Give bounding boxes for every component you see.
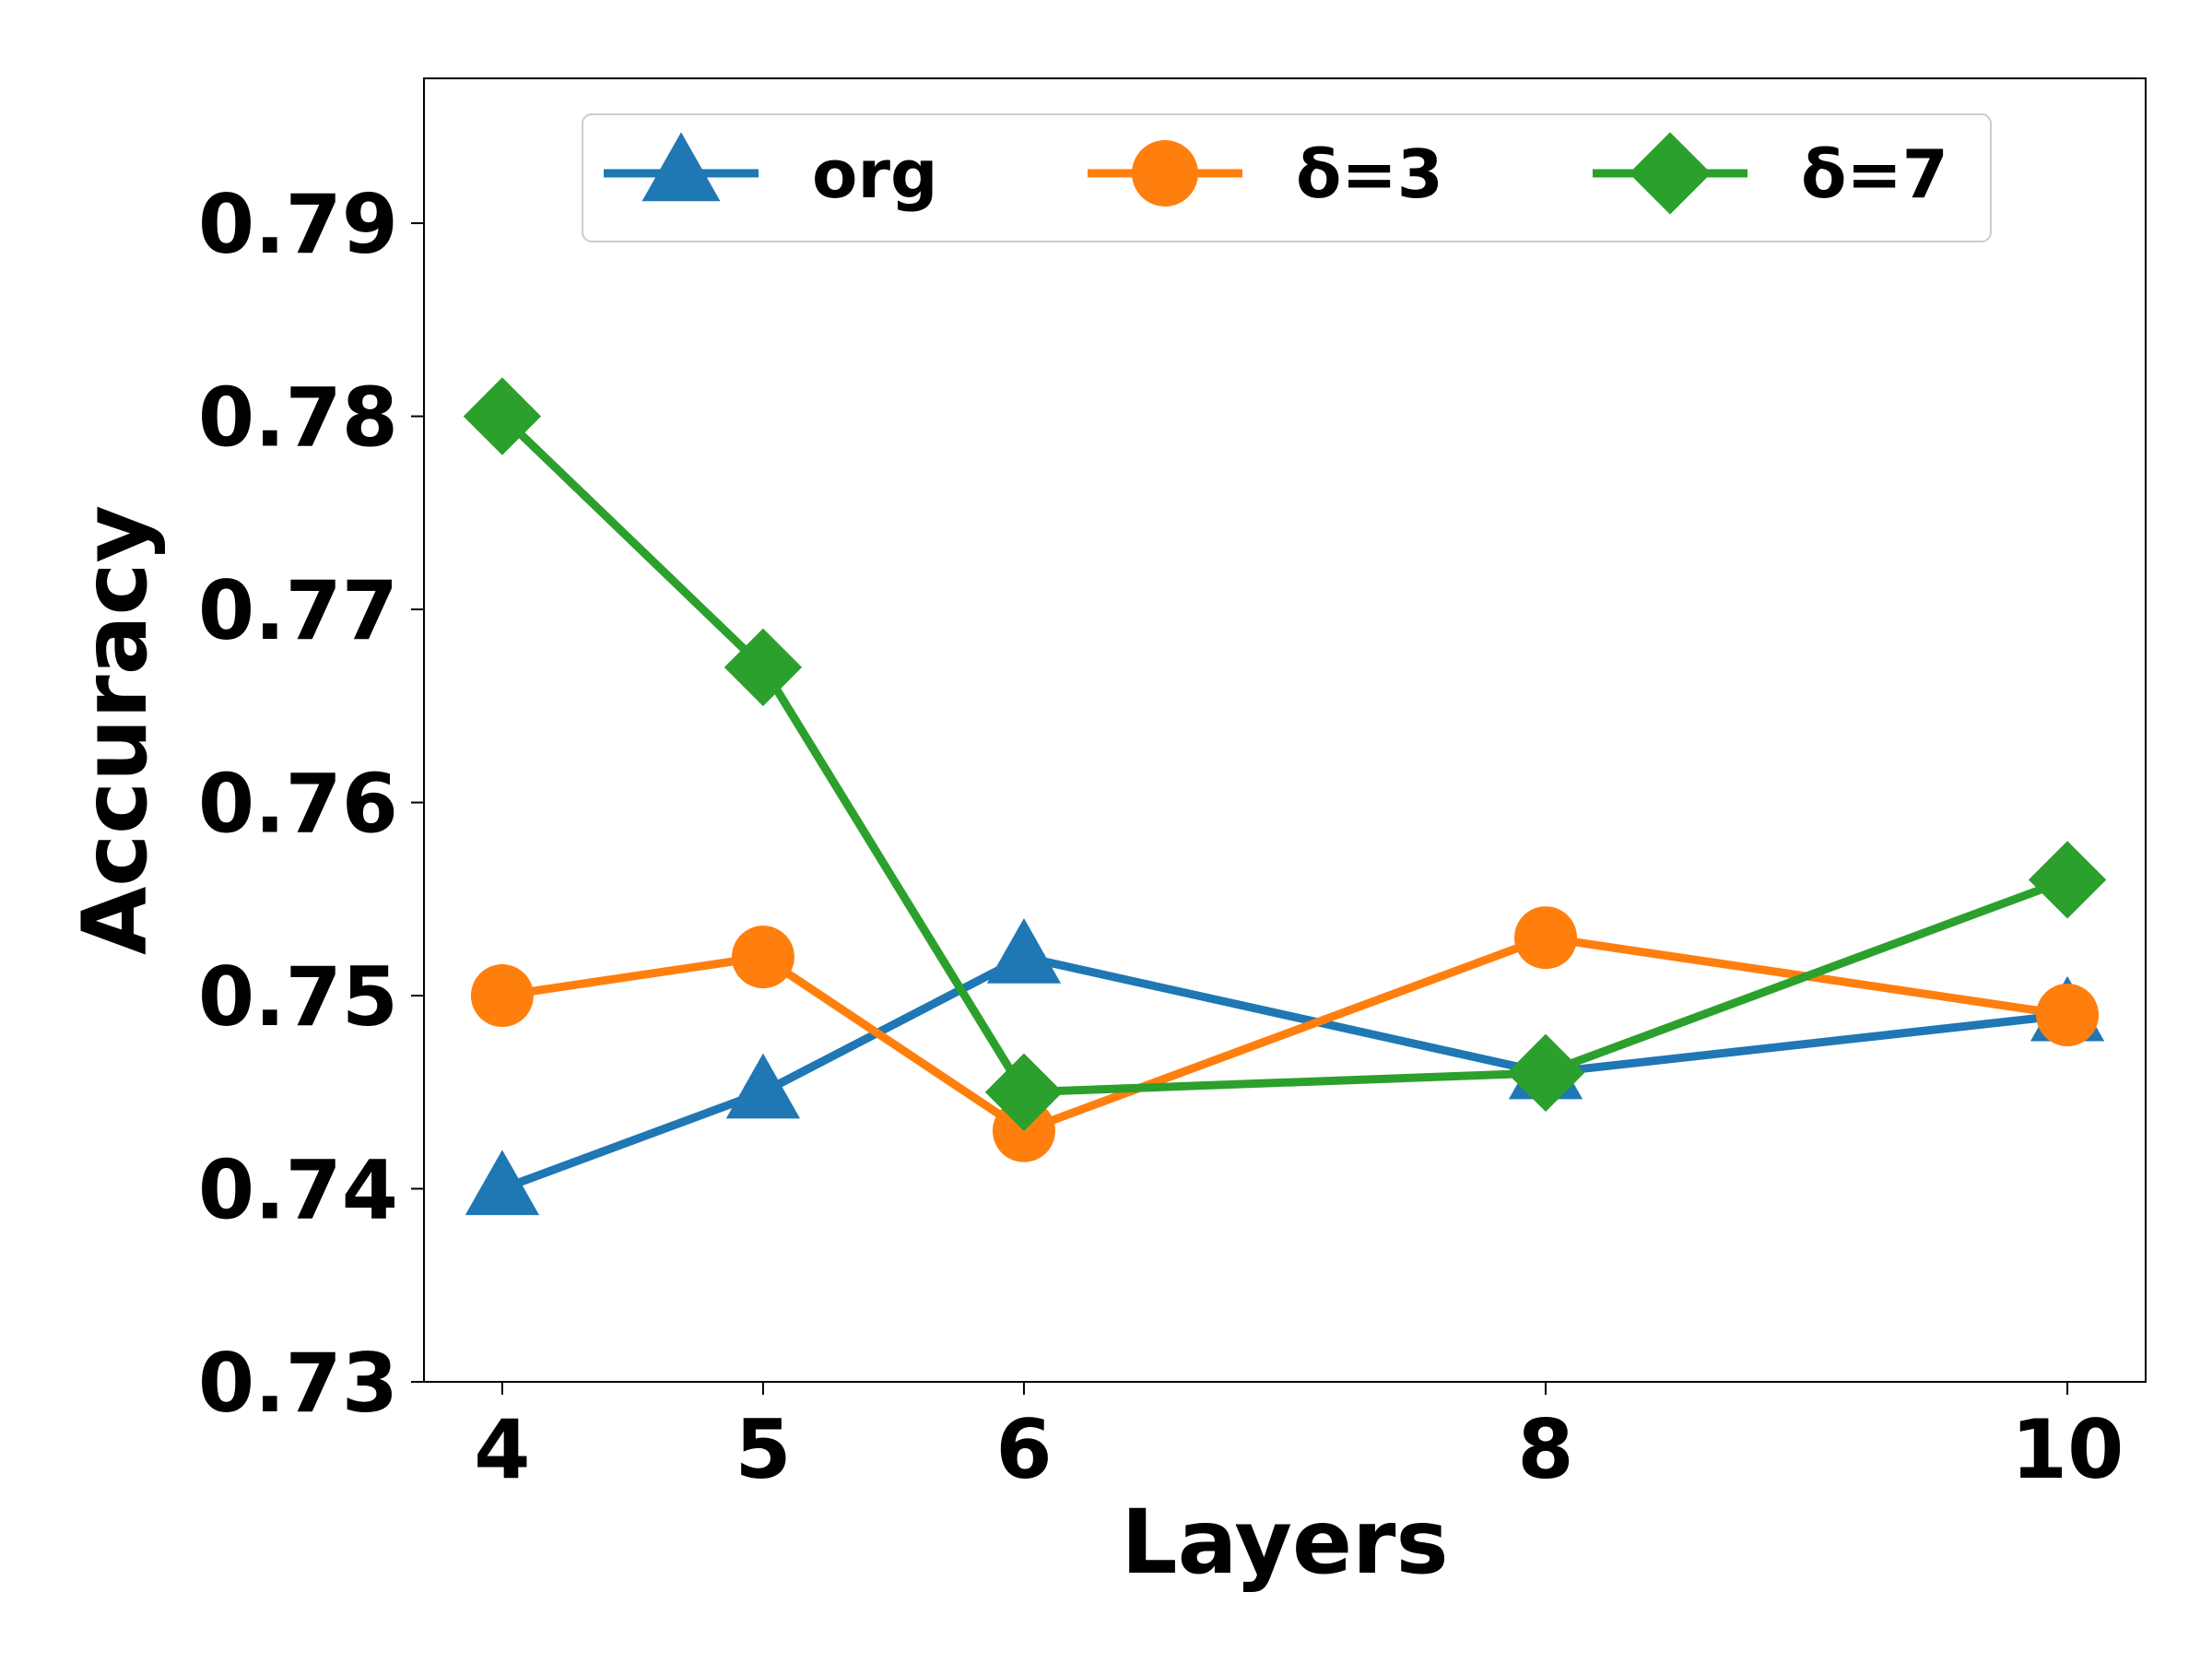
data-point [986, 917, 1062, 984]
data-point [731, 926, 794, 989]
data-point [463, 377, 542, 455]
legend-marker [641, 132, 721, 202]
y-tick-label: 0.79 [198, 177, 398, 272]
y-tick-label: 0.74 [198, 1143, 398, 1238]
legend-entry: δ=3 [1088, 136, 1443, 213]
x-tick-label: 8 [1517, 1402, 1573, 1497]
legend: org δ=3 δ=7 [582, 113, 1992, 242]
y-tick-label: 0.78 [198, 371, 398, 466]
legend-entry: org [604, 132, 938, 213]
y-tick-label: 0.75 [198, 949, 398, 1044]
y-tick-label: 0.77 [198, 563, 398, 658]
legend-marker [1629, 132, 1712, 215]
data-point [2036, 983, 2100, 1046]
data-point [1506, 1033, 1585, 1112]
x-axis-label: Layers [1121, 1491, 1448, 1594]
y-tick-label: 0.76 [198, 757, 398, 852]
y-axis: 0.73 0.74 0.75 0.76 0.77 0.78 0.79 [198, 177, 424, 1431]
data-point [470, 964, 534, 1028]
y-tick-label: 0.73 [198, 1336, 398, 1431]
data-point [984, 1053, 1064, 1131]
x-tick-label: 4 [474, 1402, 530, 1497]
plot-area [423, 77, 2147, 1383]
legend-marker [1132, 140, 1198, 206]
x-tick-label: 10 [2011, 1402, 2124, 1497]
y-axis-label: Accuracy [64, 505, 167, 955]
series-2 [463, 377, 2107, 1131]
legend-entry: δ=7 [1593, 132, 1948, 215]
data-point [2028, 841, 2107, 919]
data-point [1514, 906, 1578, 970]
x-tick-label: 6 [995, 1402, 1052, 1497]
legend-label: δ=3 [1296, 136, 1443, 213]
legend-label: org [812, 136, 938, 213]
legend-box [582, 113, 1992, 242]
x-tick-label: 5 [735, 1402, 791, 1497]
legend-label: δ=7 [1801, 136, 1948, 213]
data-point [465, 1150, 540, 1216]
x-axis: 4 5 6 8 10 [474, 1382, 2124, 1497]
series-layer [463, 377, 2107, 1216]
data-point [724, 628, 803, 707]
data-point [725, 1053, 801, 1119]
